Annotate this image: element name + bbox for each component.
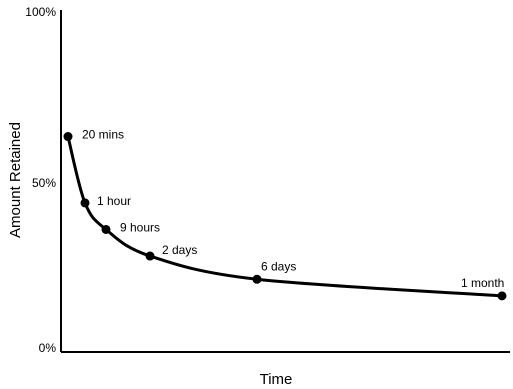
- y-tick-label-0: 0%: [39, 341, 57, 355]
- data-point-1: [80, 198, 90, 208]
- x-axis-title: Time: [260, 371, 293, 388]
- data-point-0: [63, 132, 73, 142]
- data-point-label-2: 9 hours: [120, 220, 160, 234]
- data-point-label-3: 2 days: [162, 243, 197, 257]
- data-point-3: [145, 251, 155, 261]
- data-point-label-1: 1 hour: [97, 194, 131, 208]
- y-axis-title: Amount Retained: [7, 122, 24, 238]
- data-point-5: [497, 291, 507, 301]
- y-tick-label-100: 100%: [25, 5, 56, 19]
- data-point-label-5: 1 month: [461, 276, 504, 290]
- data-point-label-0: 20 mins: [82, 128, 124, 142]
- data-point-4: [252, 274, 262, 284]
- y-tick-label-50: 50%: [32, 176, 56, 190]
- data-point-2: [101, 224, 111, 234]
- data-point-label-4: 6 days: [261, 259, 296, 273]
